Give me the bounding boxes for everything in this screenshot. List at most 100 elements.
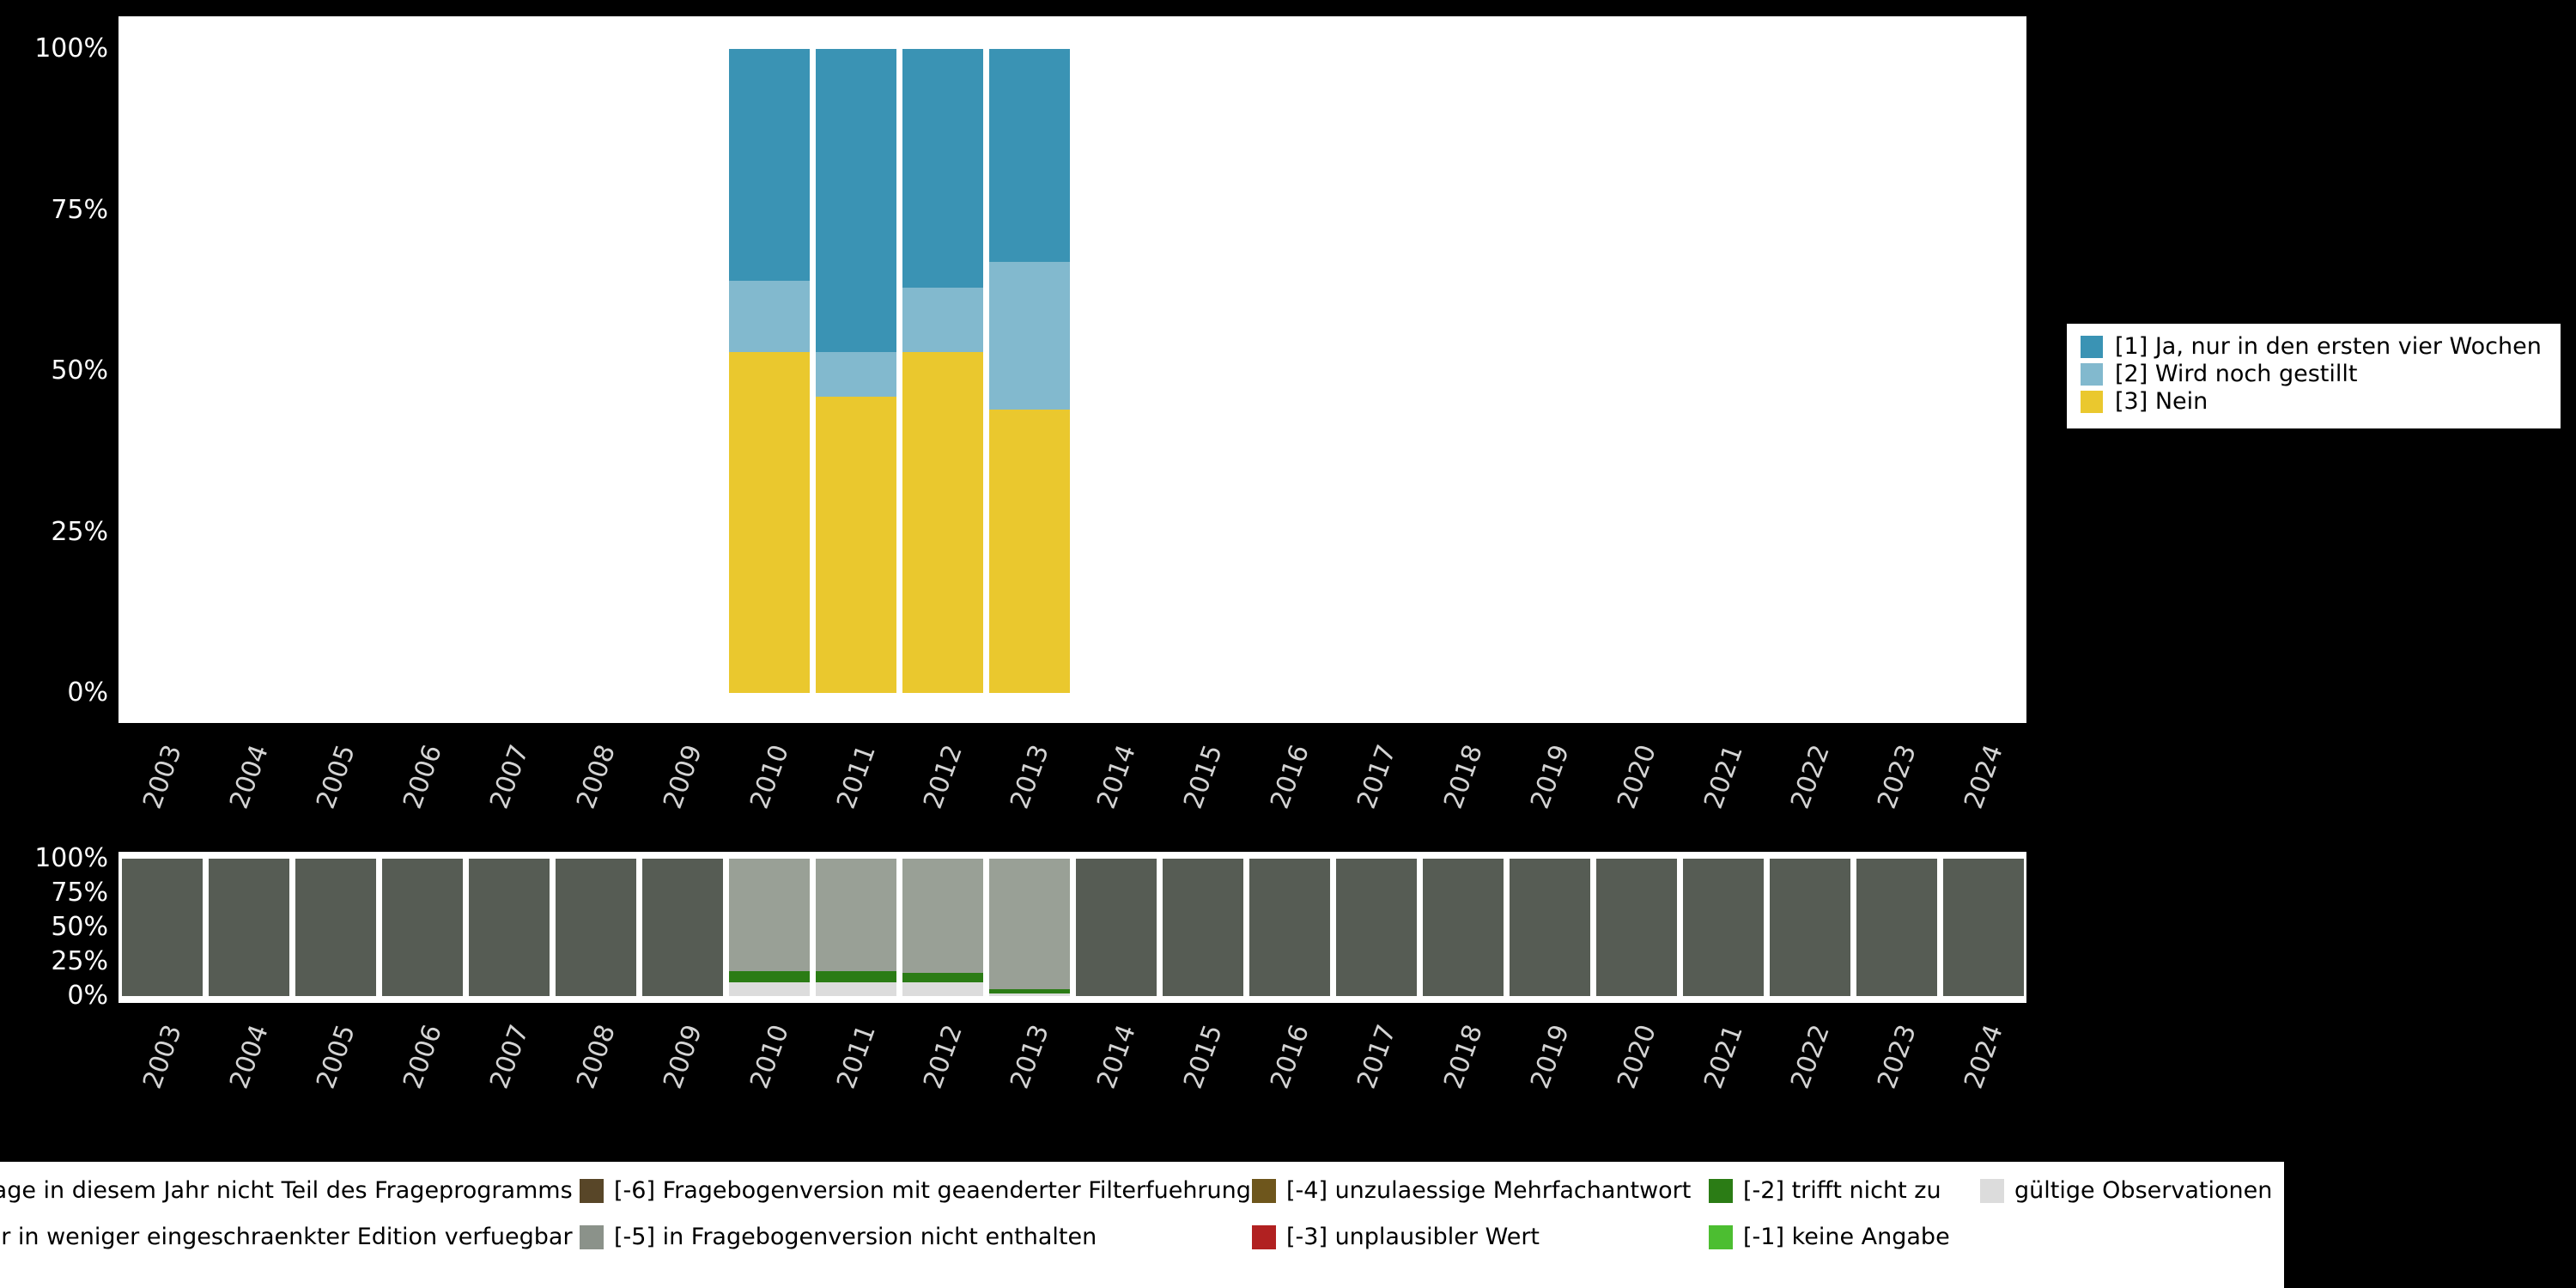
legend-item-ja-vier-wochen: [1] Ja, nur in den ersten vier Wochen	[2081, 334, 2542, 360]
x-tick-label: 2023	[1871, 1020, 1923, 1093]
x-tick-label: 2011	[830, 740, 882, 813]
bar-2005	[295, 859, 376, 996]
x-tick-label: 2004	[223, 1020, 275, 1093]
bar-segment	[1335, 859, 1417, 996]
x-tick-label: 2018	[1437, 740, 1489, 813]
bar-2010	[728, 49, 810, 693]
legend-label: [-3] unplausibler Wert	[1286, 1224, 1540, 1250]
answers-bars	[118, 49, 2026, 693]
bar-segment	[728, 859, 810, 972]
answers-chart-plot	[118, 16, 2026, 723]
bar-2021	[1682, 859, 1764, 996]
x-tick-label: 2019	[1524, 1020, 1576, 1093]
bar-segment	[902, 49, 983, 288]
bar-segment	[1249, 859, 1330, 996]
bar-segment	[988, 410, 1070, 693]
y-tick-label: 100%	[34, 843, 108, 873]
x-tick-label: 2007	[483, 1020, 535, 1093]
x-tick-label: 2006	[397, 740, 448, 813]
legend-label: [-5] in Fragebogenversion nicht enthalte…	[614, 1224, 1097, 1250]
bar-2012	[902, 859, 983, 996]
x-tick-label: 2009	[657, 1020, 708, 1093]
legend-label: nur in weniger eingeschraenkter Edition …	[0, 1224, 573, 1250]
bar-2003	[121, 859, 203, 996]
legend-label: [3] Nein	[2115, 388, 2208, 415]
yellow-swatch-icon	[2081, 391, 2103, 413]
legend-swatch-icon	[1252, 1225, 1276, 1249]
x-tick-label: 2008	[570, 1020, 622, 1093]
bar-segment	[1856, 859, 1937, 996]
x-tick-label: 2007	[483, 740, 535, 813]
x-tick-label: 2021	[1698, 1020, 1749, 1093]
bar-segment	[815, 859, 896, 972]
bar-segment	[1595, 859, 1677, 996]
bar-segment	[815, 397, 896, 693]
x-tick-label: 2015	[1177, 1020, 1229, 1093]
bar-2006	[381, 859, 463, 996]
legend-swatch-icon	[1709, 1179, 1733, 1203]
bar-2013	[988, 859, 1070, 996]
bar-2017	[1335, 859, 1417, 996]
bar-2007	[468, 859, 550, 996]
x-tick-label: 2023	[1871, 740, 1923, 813]
x-tick-label: 2013	[1004, 1020, 1055, 1093]
bar-2019	[1509, 859, 1590, 996]
bar-segment	[815, 49, 896, 352]
legend-swatch-icon	[1709, 1225, 1733, 1249]
bar-2018	[1422, 859, 1504, 996]
bar-segment	[988, 989, 1070, 993]
bar-segment	[728, 971, 810, 982]
x-tick-label: 2020	[1611, 1020, 1662, 1093]
y-tick-label: 0%	[67, 677, 108, 708]
bar-segment	[988, 859, 1070, 990]
legend-label: [-6] Fragebogenversion mit geaenderter F…	[614, 1177, 1251, 1204]
bar-2012	[902, 49, 983, 693]
bar-2022	[1769, 859, 1850, 996]
y-tick-label: 100%	[34, 33, 108, 64]
bar-segment	[815, 971, 896, 982]
legend-swatch-icon	[580, 1179, 604, 1203]
bar-segment	[728, 982, 810, 996]
x-tick-label: 2013	[1004, 740, 1055, 813]
x-tick-label: 2003	[137, 740, 188, 813]
missings-legend: Frage in diesem Jahr nicht Teil des Frag…	[0, 1162, 2284, 1288]
x-tick-label: 2015	[1177, 740, 1229, 813]
bar-2020	[1595, 859, 1677, 996]
x-tick-label: 2011	[830, 1020, 882, 1093]
bar-2010	[728, 859, 810, 996]
legend-label: Frage in diesem Jahr nicht Teil des Frag…	[0, 1177, 573, 1204]
bar-segment	[902, 972, 983, 982]
x-tick-label: 2020	[1611, 740, 1662, 813]
x-tick-label: 2014	[1091, 1020, 1142, 1093]
bar-segment	[1682, 859, 1764, 996]
bar-2016	[1249, 859, 1330, 996]
missings-chart-plot	[118, 852, 2026, 1003]
x-tick-label: 2014	[1091, 740, 1142, 813]
bar-2008	[555, 859, 636, 996]
x-tick-label: 2005	[310, 1020, 361, 1093]
y-tick-label: 0%	[67, 981, 108, 1011]
bar-segment	[728, 281, 810, 352]
bar-segment	[208, 859, 289, 996]
x-tick-label: 2018	[1437, 1020, 1489, 1093]
legend-swatch-icon	[1980, 1179, 2004, 1203]
x-tick-label: 2024	[1958, 1020, 2009, 1093]
bar-2024	[1942, 859, 2024, 996]
bar-segment	[295, 859, 376, 996]
x-tick-label: 2010	[744, 1020, 795, 1093]
x-tick-label: 2022	[1784, 1020, 1836, 1093]
legend-item-wird-noch-gestillt: [2] Wird noch gestillt	[2081, 361, 2357, 387]
bar-segment	[902, 982, 983, 996]
teal-swatch-icon	[2081, 336, 2103, 358]
bar-segment	[815, 351, 896, 397]
bar-segment	[1075, 859, 1157, 996]
bar-segment	[1509, 859, 1590, 996]
bar-segment	[728, 49, 810, 281]
x-tick-label: 2003	[137, 1020, 188, 1093]
x-tick-label: 2016	[1264, 1020, 1315, 1093]
bar-segment	[902, 351, 983, 693]
bar-2023	[1856, 859, 1937, 996]
bar-2004	[208, 859, 289, 996]
x-tick-label: 2004	[223, 740, 275, 813]
x-tick-label: 2010	[744, 740, 795, 813]
